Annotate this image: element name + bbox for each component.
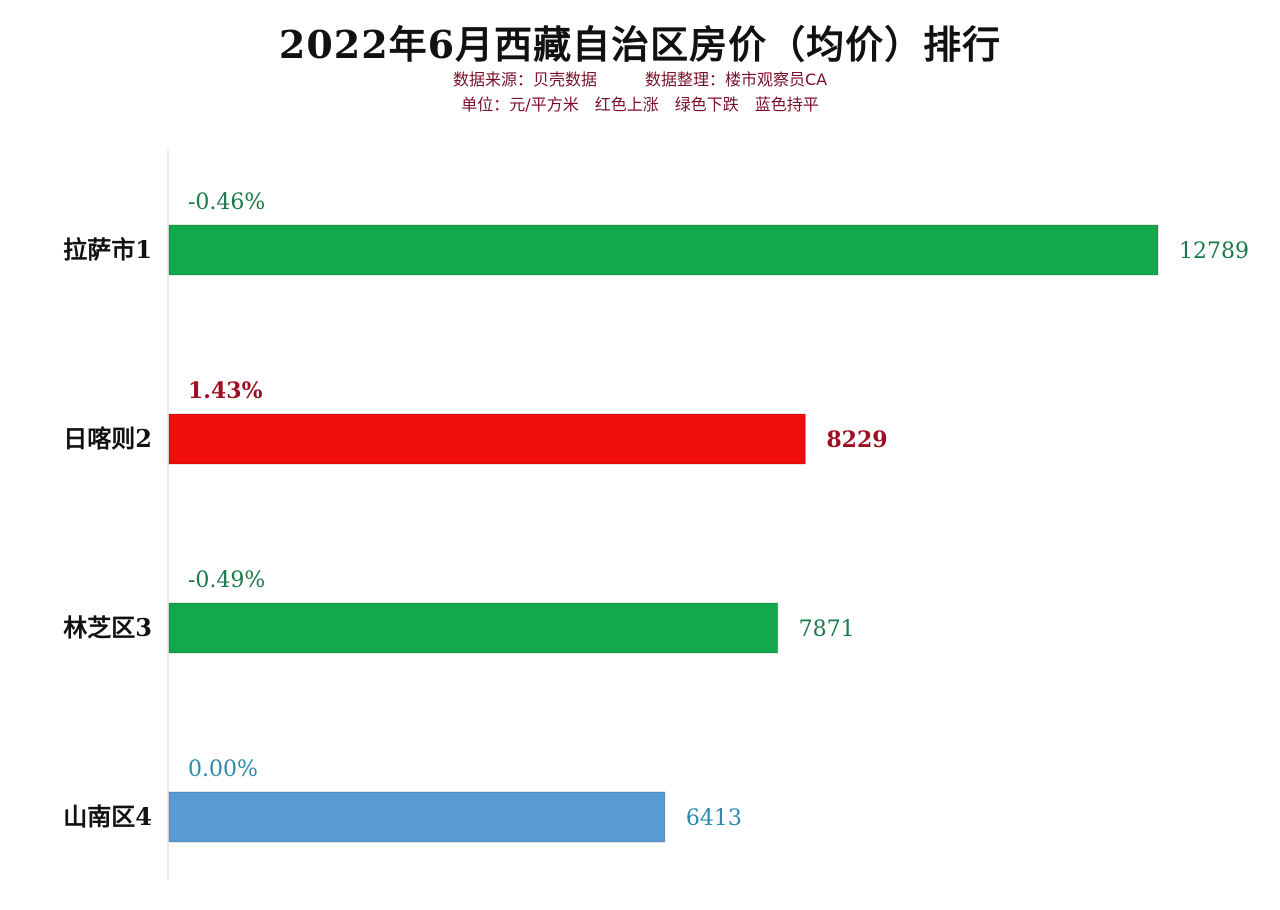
change-label: -0.46% <box>188 190 265 215</box>
category-label: 山南区4 <box>63 802 152 831</box>
value-label: 8229 <box>826 427 887 453</box>
bars-layer: 拉萨市1 -0.46% 12789 日喀则2 1.43% 8229 林芝区3 -0.49% 78… <box>63 190 1249 843</box>
chart-subtitle: 数据来源：贝壳数据 数据整理：楼市观察员CA <box>452 70 828 89</box>
value-label: 7871 <box>799 617 855 642</box>
value-label: 12789 <box>1179 239 1249 264</box>
category-label: 林芝区3 <box>63 613 152 642</box>
category-label: 日喀则2 <box>63 424 152 453</box>
value-label: 6413 <box>686 806 742 831</box>
bar <box>168 224 1159 276</box>
category-label: 拉萨市1 <box>63 235 152 264</box>
bar <box>168 791 666 843</box>
change-label: 1.43% <box>188 378 263 404</box>
bar <box>168 413 806 465</box>
change-label: 0.00% <box>188 757 258 782</box>
chart-note: 单位：元/平方米 红色上涨 绿色下跌 蓝色持平 <box>461 95 819 114</box>
change-label: -0.49% <box>188 568 265 593</box>
bar <box>168 602 779 654</box>
chart-title: 2022年6月西藏自治区房价（均价）排行 <box>278 22 1002 67</box>
